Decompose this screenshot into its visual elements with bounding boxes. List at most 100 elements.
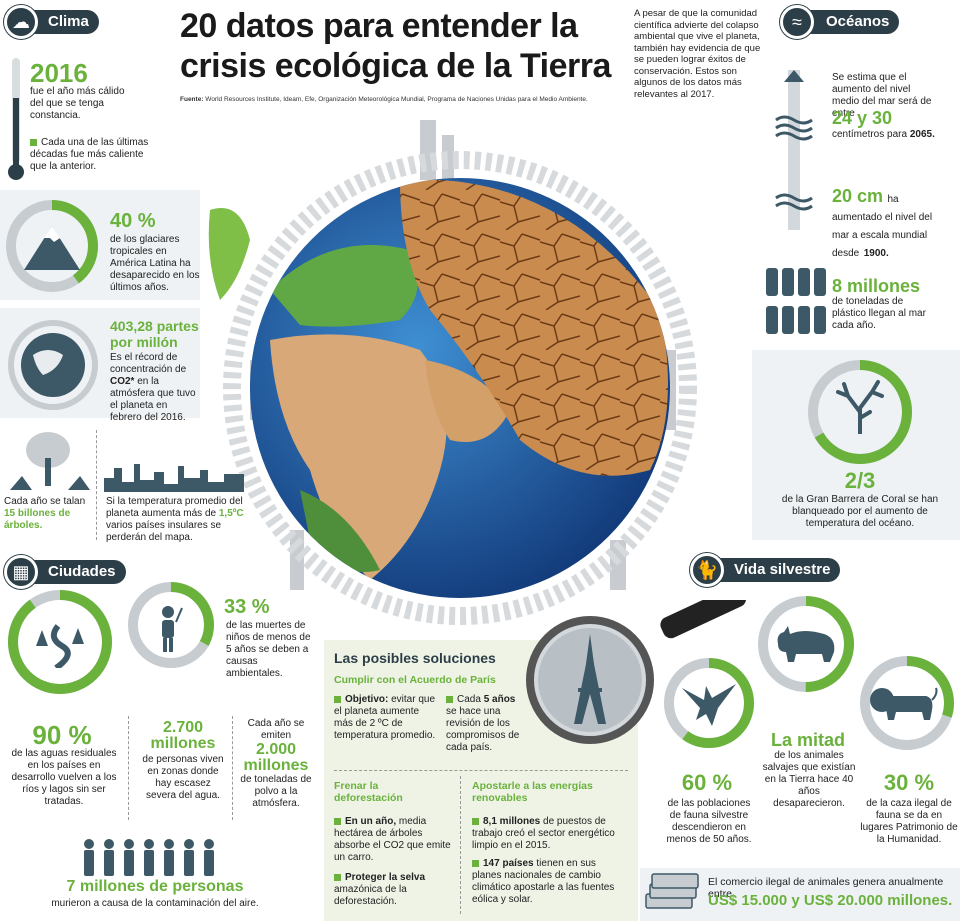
glaciers-ring bbox=[6, 200, 98, 292]
sun-cloud-icon: ☁ bbox=[4, 5, 38, 39]
bullet-icon bbox=[472, 817, 479, 825]
ring-fill bbox=[808, 360, 912, 464]
waves-icon: ≈ bbox=[780, 5, 814, 39]
co2-text-b: CO2* bbox=[110, 376, 135, 387]
water-text: de las aguas residuales en los países en… bbox=[11, 748, 117, 807]
paris-review-b: 5 años bbox=[483, 694, 516, 705]
scarcity-text: de personas viven en zonas donde hay esc… bbox=[142, 754, 224, 801]
sea-level-column bbox=[774, 70, 814, 230]
hunt-text: de la caza ilegal de fauna se da en luga… bbox=[860, 798, 958, 845]
water-value: 90 % bbox=[32, 720, 92, 750]
pollution-text: murieron a causa de la contaminación del… bbox=[51, 898, 259, 909]
sea-text-b-line: centímetros para 2065. bbox=[832, 129, 952, 141]
trees-text-b: 15 billones de árboles. bbox=[4, 508, 71, 531]
defor-1-label: En un año, bbox=[345, 816, 397, 827]
source-line: Fuente: World Resources Institute, Ideam… bbox=[180, 96, 620, 104]
co2-text-c: en la atmósfera que tuvo el planeta en f… bbox=[110, 376, 196, 423]
half-text: de los animales salvajes que existían en… bbox=[762, 750, 856, 809]
paris-review-a: Cada bbox=[457, 694, 481, 705]
defor-item-2: Proteger la selva amazónica de la defore… bbox=[334, 872, 454, 908]
hunt-value: 30 % bbox=[883, 770, 935, 795]
trade-text: El comercio ilegal de animales genera an… bbox=[708, 876, 944, 900]
lion-icon bbox=[868, 686, 938, 727]
bullet-icon bbox=[334, 695, 341, 703]
paris-title: Cumplir con el Acuerdo de París bbox=[334, 674, 496, 686]
source-text: World Resources Institute, Ideam, Efe, O… bbox=[205, 96, 588, 103]
rise-value: 20 cm bbox=[832, 186, 884, 206]
rise-text-a: ha aumentado el nivel del mar a escala m… bbox=[832, 194, 933, 259]
defor-2-text: amazónica de la deforestación. bbox=[334, 884, 407, 907]
ring-fill bbox=[758, 596, 854, 692]
islands-text-c: varios países insulares se perderán del … bbox=[106, 520, 222, 543]
money-icon bbox=[644, 872, 700, 919]
islands-text-a: Si la temperatura promedio del planeta a… bbox=[106, 496, 243, 519]
paris-obj-text: evitar que el planeta aumente más de 2 º… bbox=[334, 694, 436, 741]
coral-text: de la Gran Barrera de Coral se han blanq… bbox=[781, 494, 939, 529]
clima-decades-label: Cada una de las últimas décadas fue más … bbox=[30, 137, 149, 172]
renew-1-label: 8,1 millones bbox=[483, 816, 541, 827]
intro-text: A pesar de que la comunidad científica a… bbox=[634, 8, 761, 100]
sea-value: 24 y 30 bbox=[832, 108, 893, 128]
dust-text-a: Cada año se emiten bbox=[247, 718, 305, 741]
divider bbox=[232, 716, 233, 820]
defor-2-label: Proteger la selva bbox=[345, 872, 426, 883]
renew-1-text: de puestos de trabajo creó el sector ene… bbox=[472, 816, 615, 851]
co2-text-a: Es el récord de concentración de bbox=[110, 352, 187, 375]
globe-illustration bbox=[180, 110, 740, 630]
globe-icon bbox=[8, 320, 98, 415]
eiffel-icon bbox=[566, 634, 614, 731]
trade-value: US$ 15.000 y US$ 20.000 millones. bbox=[708, 892, 953, 909]
dust-text-b: de toneladas de polvo a la atmósfera. bbox=[240, 774, 312, 809]
fauna-ring bbox=[664, 658, 754, 748]
rhino-icon bbox=[774, 624, 838, 669]
defor-item-1: En un año, media hectárea de árboles abs… bbox=[334, 816, 454, 864]
page-title: 20 datos para entender la crisis ecológi… bbox=[180, 6, 620, 86]
children-ring bbox=[128, 582, 214, 668]
water-ring bbox=[8, 590, 112, 694]
renew-title: Apostarle a las energías renovables bbox=[472, 780, 593, 804]
glaciers-text: de los glaciares tropicales en América L… bbox=[110, 234, 200, 293]
bullet-icon bbox=[30, 138, 37, 146]
child-icon bbox=[156, 604, 186, 659]
co2-value-line1: 403,28 partes bbox=[110, 318, 199, 334]
fauna-value: 60 % bbox=[681, 770, 733, 795]
clima-year: 2016 bbox=[30, 58, 88, 88]
paris-objective: Objetivo: evitar que el planeta aumente … bbox=[334, 694, 438, 742]
renew-2-text: tienen en sus planes nacionales de cambi… bbox=[472, 858, 615, 905]
plastic-text: de toneladas de plástico llegan al mar c… bbox=[832, 296, 926, 331]
islands-text: Si la temperatura promedio del planeta a… bbox=[106, 496, 248, 544]
coral-panel bbox=[752, 350, 960, 540]
divider bbox=[96, 430, 97, 540]
hunt-ring bbox=[860, 656, 954, 750]
bottle-icon bbox=[764, 262, 826, 343]
paris-review-c: se hace una revisión de los compromisos … bbox=[446, 706, 520, 753]
title-line-1: 20 datos para entender la bbox=[180, 7, 578, 45]
sea-text-b: centímetros para bbox=[832, 129, 908, 140]
renew-item-1: 8,1 millones de puestos de trabajo creó … bbox=[472, 816, 622, 852]
half-ring bbox=[758, 596, 854, 692]
children-value: 33 % bbox=[224, 596, 270, 618]
scarcity-block: 2.700 millones de personas viven en zona… bbox=[140, 720, 226, 802]
trees-text-a: Cada año se talan bbox=[4, 496, 86, 507]
coral-ring bbox=[808, 360, 912, 464]
ring-fill bbox=[860, 656, 954, 750]
bullet-icon bbox=[334, 873, 341, 881]
bullet-icon bbox=[446, 695, 453, 703]
people-icon bbox=[80, 838, 220, 883]
co2-value: 403,28 partes por millón bbox=[110, 318, 199, 350]
dust-value: 2.000 millones bbox=[243, 741, 309, 774]
eagle-icon bbox=[682, 678, 736, 733]
ring-fill bbox=[6, 200, 98, 292]
title-line-2: crisis ecológica de la Tierra bbox=[180, 47, 611, 85]
rise-year: 1900. bbox=[863, 248, 889, 259]
sea-year: 2065. bbox=[909, 129, 935, 140]
renew-item-2: 147 países tienen en sus planes nacional… bbox=[472, 858, 622, 906]
coral-value: 2/3 bbox=[844, 468, 876, 493]
rise-block: 20 cm ha aumentado el nivel del mar a es… bbox=[832, 186, 942, 261]
fauna-text: de las poblaciones de fauna silvestre de… bbox=[666, 798, 752, 845]
source-label: Fuente: bbox=[180, 96, 204, 103]
tree-icon bbox=[10, 428, 90, 495]
half-value: La mitad bbox=[770, 730, 845, 750]
divider bbox=[128, 716, 129, 820]
renew-2-label: 147 países bbox=[483, 858, 534, 869]
